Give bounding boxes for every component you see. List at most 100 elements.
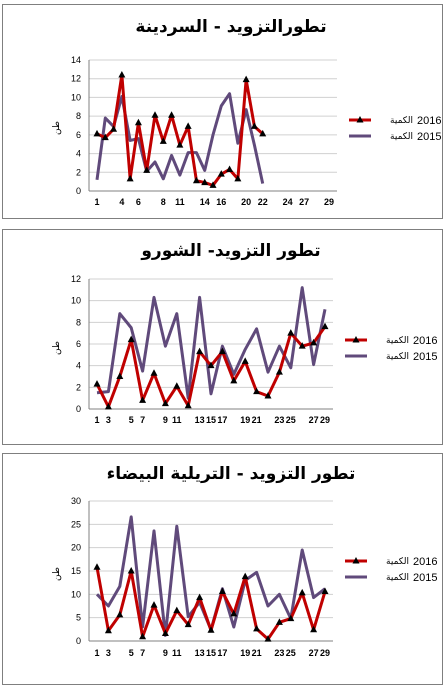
data-point-2016 — [184, 401, 192, 409]
x-tick-label: 19 — [240, 415, 250, 425]
x-tick-label: 1 — [94, 197, 99, 207]
x-tick-label: 3 — [106, 648, 111, 658]
x-tick-label: 7 — [140, 648, 145, 658]
chart-title: تطور التزويد - التريلية البيضاء — [107, 464, 356, 484]
y-tick-label: 10 — [71, 92, 81, 102]
legend-marker-2016 — [352, 336, 360, 343]
x-tick-label: 21 — [252, 648, 262, 658]
data-point-2016 — [151, 111, 159, 118]
legend-series-name: الكمية — [386, 336, 409, 346]
y-axis-label: طن — [52, 341, 62, 355]
data-point-2016 — [168, 111, 176, 118]
x-tick-label: 27 — [309, 648, 319, 658]
data-point-2016 — [161, 629, 169, 637]
x-tick-label: 5 — [129, 648, 134, 658]
x-tick-label: 8 — [161, 197, 166, 207]
data-point-2016 — [184, 122, 192, 129]
data-point-2016 — [287, 614, 295, 622]
data-point-2016 — [134, 118, 142, 126]
y-tick-label: 6 — [76, 339, 81, 349]
legend-series-name: الكمية — [390, 132, 413, 142]
x-tick-label: 11 — [175, 197, 185, 207]
chart-title: تطور التزويد- الشورو — [140, 241, 320, 261]
data-point-2016 — [230, 609, 238, 617]
data-point-2016 — [201, 178, 209, 186]
data-point-2016 — [234, 174, 242, 182]
data-point-2016 — [150, 369, 158, 376]
legend-series-year: 2015 — [413, 572, 437, 584]
chart-svg-3: تطور التزويد - التريلية البيضاء051015202… — [52, 464, 437, 658]
x-tick-label: 29 — [320, 648, 330, 658]
data-point-2016 — [226, 165, 234, 172]
x-tick-label: 6 — [136, 197, 141, 207]
x-tick-label: 17 — [217, 648, 227, 658]
y-tick-label: 2 — [76, 167, 81, 177]
x-tick-label: 29 — [320, 415, 330, 425]
x-tick-label: 7 — [140, 415, 145, 425]
y-tick-label: 15 — [71, 566, 81, 576]
data-point-2016 — [127, 335, 135, 343]
data-point-2016 — [298, 342, 306, 349]
data-point-2016 — [242, 75, 250, 83]
chart-title: تطورالتزويد - السردينة — [135, 17, 326, 37]
y-tick-label: 12 — [71, 74, 81, 84]
x-tick-label: 27 — [299, 197, 309, 207]
data-point-2016 — [143, 166, 151, 173]
data-point-2016 — [173, 382, 181, 389]
data-point-2016 — [275, 618, 283, 625]
legend-series-name: الكمية — [386, 352, 409, 362]
x-tick-label: 16 — [216, 197, 226, 207]
x-tick-label: 20 — [241, 197, 251, 207]
data-point-2016 — [118, 70, 126, 78]
x-tick-label: 14 — [200, 197, 210, 207]
x-tick-label: 4 — [119, 197, 124, 207]
y-tick-label: 20 — [71, 543, 81, 553]
data-point-2016 — [241, 357, 249, 364]
legend-marker-2016 — [352, 557, 360, 564]
data-point-2016 — [275, 368, 283, 375]
x-tick-label: 22 — [258, 197, 268, 207]
x-tick-label: 25 — [286, 648, 296, 658]
data-point-2016 — [93, 563, 101, 570]
x-tick-label: 3 — [106, 415, 111, 425]
data-point-2016 — [139, 632, 147, 640]
data-point-2016 — [253, 387, 261, 395]
legend-series-year: 2016 — [413, 335, 437, 347]
data-point-2016 — [310, 338, 318, 346]
x-tick-label: 9 — [163, 415, 168, 425]
y-tick-label: 0 — [76, 186, 81, 196]
data-point-2016 — [207, 626, 215, 633]
data-point-2016 — [207, 361, 215, 369]
data-point-2016 — [209, 181, 217, 188]
data-point-2016 — [321, 587, 329, 595]
legend-series-name: الكمية — [386, 573, 409, 583]
data-point-2016 — [264, 392, 272, 399]
x-tick-label: 11 — [172, 415, 182, 425]
data-point-2016 — [184, 620, 192, 628]
data-point-2016 — [196, 347, 204, 355]
y-tick-label: 25 — [71, 519, 81, 529]
x-tick-label: 17 — [217, 415, 227, 425]
y-tick-label: 4 — [76, 361, 81, 371]
data-point-2016 — [93, 380, 101, 387]
data-point-2016 — [321, 322, 329, 330]
y-tick-label: 30 — [71, 496, 81, 506]
x-tick-label: 29 — [324, 197, 334, 207]
y-tick-label: 12 — [71, 274, 81, 284]
x-tick-label: 27 — [309, 415, 319, 425]
y-tick-label: 5 — [76, 613, 81, 623]
data-point-2016 — [161, 399, 169, 407]
x-tick-label: 11 — [172, 648, 182, 658]
x-tick-label: 1 — [94, 648, 99, 658]
x-tick-label: 21 — [252, 415, 262, 425]
chart-panel-2: تطور التزويد- الشورو 0 2 4 6 8 10 12 طن 1 3 5 7 9 11 13… — [2, 229, 443, 445]
x-tick-label: 13 — [195, 415, 205, 425]
y-axis-label: طن — [52, 567, 62, 581]
x-tick-label: 23 — [274, 415, 284, 425]
chart-panel-1: تطورالتزويد - السردينة 0 2 4 6 8 10 12 14 طن 1 4 6 8 1… — [2, 4, 443, 219]
chart-panel-3: تطور التزويد - التريلية البيضاء 0 5 10 15 20 2… — [2, 453, 443, 685]
data-point-2016 — [192, 176, 200, 184]
legend-series-name: الكمية — [390, 116, 413, 126]
